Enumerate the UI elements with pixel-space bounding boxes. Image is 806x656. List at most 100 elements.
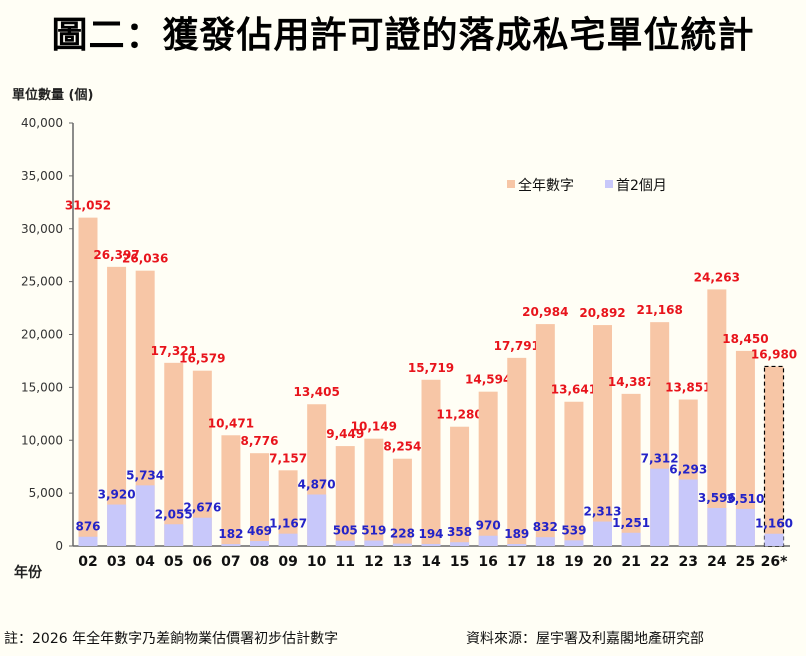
- data-label-full-year: 10,471: [208, 416, 254, 430]
- data-label-full-year: 13,851: [665, 381, 711, 395]
- data-label-first-2-months: 539: [561, 523, 586, 537]
- x-tick-label: 23: [679, 554, 698, 570]
- legend-swatch-first-2-months: [605, 180, 613, 188]
- data-label-full-year: 24,263: [694, 270, 740, 284]
- data-label-full-year: 11,280: [436, 408, 482, 422]
- data-label-full-year: 20,984: [522, 305, 568, 319]
- data-label-first-2-months: 1,167: [269, 517, 307, 531]
- y-axis-label: 單位數量 (個): [12, 88, 94, 103]
- data-label-full-year: 18,450: [722, 332, 768, 346]
- bar-first-2-months: [364, 540, 384, 546]
- data-label-first-2-months: 194: [418, 527, 443, 541]
- data-label-full-year: 17,791: [494, 339, 540, 353]
- x-tick-label: 10: [307, 554, 327, 570]
- data-label-first-2-months: 970: [476, 519, 501, 533]
- bar-first-2-months: [278, 533, 298, 546]
- data-label-first-2-months: 1,251: [612, 516, 650, 530]
- data-label-first-2-months: 2,055: [155, 507, 193, 521]
- data-label-first-2-months: 358: [447, 525, 472, 539]
- legend-label-full-year: 全年數字: [518, 177, 574, 194]
- bar-full-year: [164, 362, 184, 546]
- x-tick-label: 13: [393, 554, 412, 570]
- bar-first-2-months: [192, 517, 212, 546]
- legend-swatch-full-year: [507, 180, 515, 188]
- data-label-first-2-months: 6,293: [669, 462, 707, 476]
- data-label-first-2-months: 228: [390, 527, 415, 541]
- data-label-full-year: 13,405: [294, 385, 340, 399]
- bar-first-2-months: [421, 543, 441, 546]
- data-label-first-2-months: 5,734: [126, 468, 164, 482]
- data-label-first-2-months: 876: [75, 520, 100, 534]
- bar-full-year: [507, 357, 527, 546]
- bar-full-year: [564, 401, 584, 546]
- data-label-full-year: 8,254: [383, 440, 421, 454]
- data-label-first-2-months: 2,676: [183, 501, 221, 515]
- x-tick-label: 07: [221, 554, 240, 570]
- y-tick-label: 30,000: [21, 222, 63, 236]
- bar-full-year: [335, 446, 355, 546]
- x-tick-label: 14: [421, 554, 441, 570]
- x-tick-label: 15: [450, 554, 469, 570]
- x-tick-label: 05: [164, 554, 183, 570]
- x-tick-label: 25: [736, 554, 755, 570]
- bar-first-2-months: [621, 532, 641, 546]
- bar-first-2-months: [307, 494, 327, 546]
- x-tick-label: 18: [536, 554, 555, 570]
- y-tick-label: 40,000: [21, 116, 63, 130]
- bar-full-year: [192, 370, 212, 546]
- bar-first-2-months: [535, 537, 555, 546]
- x-axis-label: 年份: [14, 565, 42, 581]
- bar-first-2-months: [78, 536, 98, 546]
- x-tick-label: 17: [507, 554, 526, 570]
- x-tick-label: 21: [621, 554, 640, 570]
- bar-full-year: [364, 438, 384, 546]
- data-label-full-year: 14,594: [465, 373, 511, 387]
- data-label-full-year: 20,892: [579, 306, 625, 320]
- x-tick-label: 08: [250, 554, 269, 570]
- bar-full-year: [707, 289, 727, 546]
- bar-full-year: [135, 270, 155, 546]
- data-label-full-year: 9,449: [326, 427, 364, 441]
- bar-first-2-months: [593, 521, 612, 546]
- bar-first-2-months: [221, 544, 241, 546]
- data-label-first-2-months: 7,312: [641, 452, 679, 466]
- bar-full-year: [107, 266, 127, 546]
- data-label-full-year: 16,980: [751, 347, 797, 361]
- bar-full-year: [78, 217, 98, 546]
- data-label-first-2-months: 519: [361, 524, 386, 538]
- bar-full-year: [621, 393, 641, 546]
- y-tick-label: 10,000: [21, 433, 63, 447]
- bar-first-2-months: [564, 540, 584, 546]
- data-label-full-year: 16,579: [179, 352, 225, 366]
- bar-first-2-months: [135, 485, 155, 546]
- bar-first-2-months: [335, 540, 355, 546]
- x-tick-label: 22: [650, 554, 669, 570]
- bar-full-year: [478, 391, 498, 546]
- x-tick-label: 12: [364, 554, 383, 570]
- data-label-first-2-months: 832: [533, 520, 558, 534]
- data-label-full-year: 7,157: [269, 451, 307, 465]
- bar-first-2-months: [678, 479, 698, 546]
- data-label-full-year: 21,168: [637, 303, 683, 317]
- data-label-full-year: 8,776: [241, 434, 279, 448]
- footnote: 註：2026 年全年數字乃差餉物業估價署初步估計數字: [4, 631, 339, 647]
- y-tick-label: 35,000: [21, 169, 63, 183]
- data-label-full-year: 14,387: [608, 375, 654, 389]
- bar-first-2-months: [707, 507, 727, 546]
- data-label-first-2-months: 182: [218, 527, 243, 541]
- x-tick-label: 20: [593, 554, 613, 570]
- data-label-full-year: 31,052: [65, 199, 111, 213]
- data-label-first-2-months: 4,870: [298, 477, 336, 491]
- bar-full-year: [535, 324, 555, 546]
- bar-full-year: [450, 426, 470, 546]
- x-tick-label: 24: [707, 554, 727, 570]
- bar-full-year: [392, 458, 412, 546]
- bar-full-year: [250, 453, 269, 546]
- bar-chart: 0 5,000 10,000 15,000 20,000 25,000 30,000 35,0…: [21, 116, 797, 570]
- x-tick-label: 04: [135, 554, 155, 570]
- data-label-first-2-months: 3,920: [98, 488, 136, 502]
- bar-full-year: [221, 435, 241, 546]
- data-label-first-2-months: 189: [504, 527, 529, 541]
- x-tick-label: 06: [193, 554, 212, 570]
